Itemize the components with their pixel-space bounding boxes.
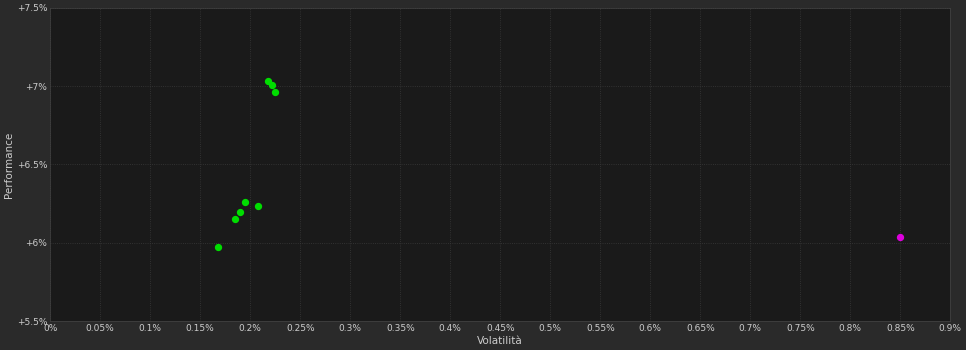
Point [261,78,276,84]
Point [211,244,226,250]
Point [238,199,253,205]
Y-axis label: Performance: Performance [4,131,14,198]
Point [250,203,266,209]
Point [228,216,243,221]
Point [268,90,283,95]
Point [893,234,908,239]
X-axis label: Volatilità: Volatilità [477,336,524,346]
Point [265,82,280,88]
Point [233,210,248,215]
